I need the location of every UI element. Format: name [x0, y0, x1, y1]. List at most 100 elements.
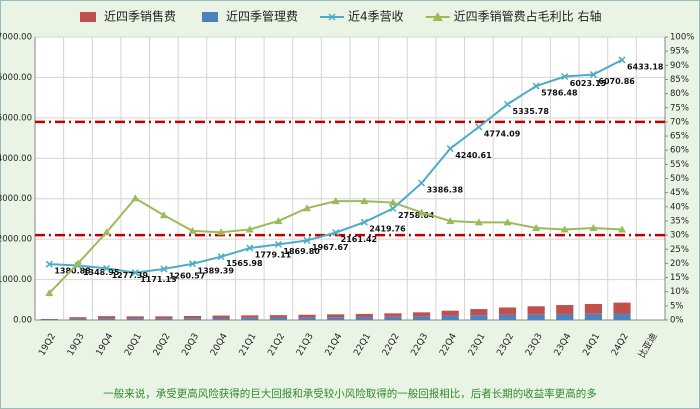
data-label: 5786.48 — [541, 89, 578, 98]
y2-tick-label: 20% — [670, 259, 689, 269]
bar — [413, 316, 431, 320]
data-label: 1869.80 — [283, 247, 320, 256]
x-marker — [589, 71, 597, 79]
legend-label: 近四季管理费 — [226, 9, 298, 24]
triangle-marker — [274, 216, 283, 224]
bar — [155, 318, 173, 320]
triangle-marker — [618, 225, 627, 233]
x-marker — [246, 244, 254, 252]
bar — [327, 314, 345, 318]
x-marker — [131, 269, 139, 277]
triangle-marker — [217, 228, 226, 236]
y2-tick-label: 45% — [670, 188, 689, 198]
x-marker — [561, 72, 569, 81]
y-tick-label: 1000.00 — [0, 275, 32, 285]
bar — [556, 313, 574, 320]
legend-swatch — [202, 12, 219, 22]
bar — [613, 302, 631, 314]
data-label: 6433.18 — [627, 62, 664, 71]
triangle-marker — [503, 218, 512, 226]
y2-tick-label: 60% — [670, 146, 689, 156]
data-label: 1779.11 — [255, 251, 292, 260]
x-marker — [103, 264, 111, 272]
y2-tick-label: 100% — [670, 33, 694, 43]
bar — [98, 318, 116, 320]
bar — [69, 317, 87, 319]
triangle-marker — [560, 225, 569, 233]
y-tick-label: 6000.00 — [0, 73, 32, 83]
y2-tick-label: 10% — [670, 287, 689, 297]
y2-tick-label: 0% — [670, 316, 684, 326]
legend-label: 近四季销管费占毛利比 右轴 — [454, 9, 602, 24]
bar — [183, 315, 202, 319]
bar — [298, 314, 316, 318]
bar — [384, 316, 402, 320]
y2-tick-label: 35% — [670, 216, 689, 226]
bar — [613, 313, 631, 320]
y2-tick-label: 80% — [670, 89, 689, 99]
y2-tick-label: 65% — [670, 132, 689, 142]
bar — [269, 317, 287, 320]
data-label: 1260.57 — [169, 272, 205, 281]
x-marker — [160, 265, 168, 273]
bar — [556, 305, 574, 314]
data-label: 2161.42 — [341, 235, 377, 244]
x-marker — [475, 123, 483, 131]
y2-tick-label: 90% — [670, 61, 689, 71]
bar — [155, 316, 173, 319]
bar — [498, 314, 517, 320]
data-label: 4240.61 — [455, 151, 492, 160]
triangle-marker — [73, 259, 82, 267]
x-marker — [532, 82, 540, 90]
x-marker — [389, 204, 397, 213]
legend-swatch — [80, 12, 96, 22]
data-label: 1389.39 — [198, 266, 235, 275]
y2-tick-label: 95% — [670, 47, 689, 57]
triangle-marker — [388, 198, 397, 206]
data-label: 5335.78 — [513, 107, 550, 116]
y-tick-label: 7000.00 — [0, 33, 32, 43]
data-label: 3386.38 — [427, 186, 464, 195]
triangle-marker — [474, 218, 483, 226]
triangle-marker — [532, 224, 541, 232]
triangle-marker — [45, 289, 54, 297]
annotation: 一般来说，承受更高风险获得的巨大回报和承受较小风险取得的一般回报相比，后者长期的… — [103, 387, 597, 400]
x-marker — [446, 145, 454, 153]
bar — [241, 317, 259, 320]
y2-tick-label: 55% — [670, 160, 689, 170]
bar — [441, 315, 459, 320]
bar — [212, 315, 230, 318]
triangle-marker — [131, 194, 140, 202]
legend-marker — [328, 13, 336, 21]
y-tick-label: 3000.00 — [0, 194, 32, 204]
bar — [355, 316, 373, 320]
bar — [527, 306, 545, 315]
bar — [470, 309, 488, 316]
triangle-marker — [417, 208, 426, 216]
x-marker — [360, 218, 368, 226]
data-label: 6023.15 — [570, 79, 607, 88]
x-marker — [188, 260, 197, 268]
x-marker — [418, 179, 426, 187]
triangle-marker — [188, 226, 197, 234]
data-label: 1967.67 — [312, 243, 348, 252]
data-label: 2419.76 — [369, 225, 406, 234]
data-label: 6070.86 — [598, 77, 635, 86]
y-tick-label: 4000.00 — [0, 154, 32, 164]
bar — [327, 317, 345, 320]
y2-tick-label: 15% — [670, 273, 689, 283]
bar — [584, 313, 602, 320]
y2-tick-label: 85% — [670, 75, 689, 85]
bar — [183, 318, 202, 320]
bar — [498, 307, 517, 315]
triangle-marker — [303, 204, 312, 212]
y2-tick-label: 50% — [670, 174, 689, 184]
legend-label: 近四季销售费 — [104, 9, 176, 24]
x-marker — [503, 100, 512, 108]
bar — [470, 315, 488, 320]
bar — [241, 315, 259, 318]
y-tick-label: 5000.00 — [0, 113, 32, 123]
data-label: 1565.98 — [226, 259, 263, 268]
bar — [584, 304, 602, 314]
bar — [126, 316, 144, 319]
